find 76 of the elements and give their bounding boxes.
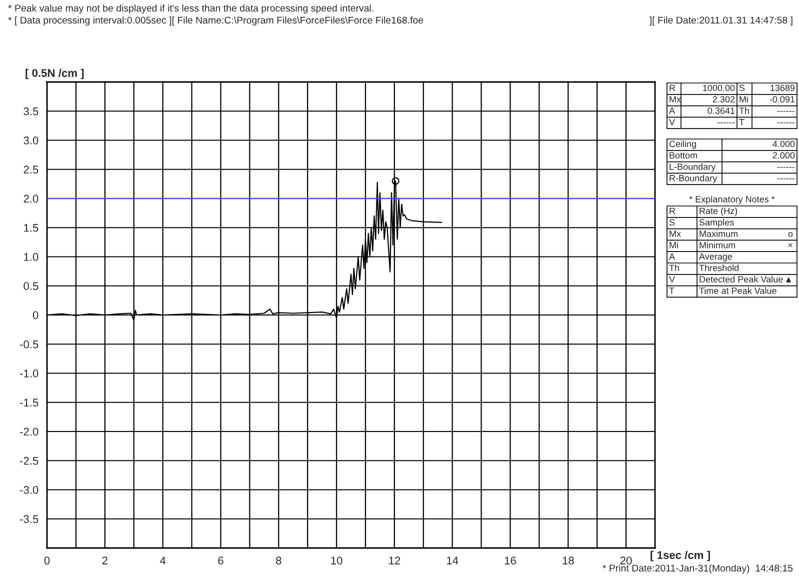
y-tick-label: -3.5 xyxy=(20,515,38,524)
x-tick-label: 4 xyxy=(160,556,166,564)
y-tick-label: 1.5 xyxy=(24,224,38,232)
text: ------ xyxy=(777,178,795,180)
x-tick-label: 0 xyxy=(44,556,50,564)
text: * Print Date:2011-Jan-31(Monday) 14:48:15 xyxy=(602,564,793,574)
text: Th xyxy=(669,264,679,272)
text: Th xyxy=(739,107,749,114)
x-tick-label: 8 xyxy=(276,556,282,564)
text: S xyxy=(669,219,675,226)
text: 13689 xyxy=(770,84,795,92)
text: Minimum xyxy=(700,242,736,248)
x-tick-label: 14 xyxy=(447,556,458,564)
x-tick-label: 16 xyxy=(504,556,516,564)
y-tick-label: 0 xyxy=(32,311,38,320)
x-tick-label: 2 xyxy=(102,556,108,564)
y-tick-label: 2.5 xyxy=(24,166,38,174)
text: Mi xyxy=(670,242,678,248)
text: * [ Data processing interval:0.005sec ][ File Name:C:\Program Files\ForceFiles\Force File168.foe xyxy=(8,16,424,26)
text: Samples xyxy=(699,218,734,228)
text: 2.000 xyxy=(772,152,795,159)
y-tick-label: 0.5 xyxy=(24,282,38,290)
text: * Peak value may not be displayed if it's less than the data processing speed interval. xyxy=(8,4,374,14)
x-tick-label: 12 xyxy=(389,556,400,564)
text: Time at Peak Value xyxy=(699,287,776,294)
x-tick-label: 20 xyxy=(620,556,632,564)
x-tick-label: 18 xyxy=(562,556,574,564)
text: V xyxy=(669,276,675,282)
text: R xyxy=(670,208,676,214)
y-axis-title: [ 0.5N /cm ] xyxy=(26,68,84,80)
x-tick-label: 6 xyxy=(218,556,224,564)
text: Threshold xyxy=(699,264,739,272)
y-tick-label: 3.0 xyxy=(24,136,38,144)
text: 4.000 xyxy=(772,140,795,148)
text: L-Boundary xyxy=(670,163,716,172)
text: * Explanatory Notes * xyxy=(689,196,775,204)
text: A xyxy=(669,253,676,260)
text: Maximum xyxy=(700,230,738,237)
text: ▲ xyxy=(786,277,792,282)
text: 1000.00 xyxy=(703,84,735,92)
text: Average xyxy=(699,253,732,262)
text: × xyxy=(788,243,792,248)
text: 0.3641 xyxy=(708,108,735,114)
text: ------ xyxy=(777,167,795,168)
text: ][ File Date:2011.01.31 14:47:58 ] xyxy=(649,16,792,26)
text: S xyxy=(739,84,745,92)
y-tick-label: 2.0 xyxy=(24,194,38,203)
x-axis-title: [ 1sec /cm ] xyxy=(650,550,710,562)
y-tick-label: -0.5 xyxy=(20,340,38,348)
text: Bottom xyxy=(670,152,698,159)
text: A xyxy=(669,108,676,114)
y-tick-label: -1.0 xyxy=(20,370,38,378)
text: V xyxy=(669,119,675,126)
text: Mx xyxy=(670,96,681,102)
text: 2.302 xyxy=(712,96,735,103)
y-tick-label: -1.5 xyxy=(20,398,38,407)
x-tick-label: 10 xyxy=(331,556,342,564)
y-tick-label: 1.0 xyxy=(24,253,38,261)
text: Mi xyxy=(740,96,748,102)
text: ------ xyxy=(777,111,795,112)
text: Detected Peak Value xyxy=(700,276,783,283)
text: T xyxy=(669,288,674,294)
y-tick-label: -3.0 xyxy=(20,486,38,494)
y-tick-label: -2.5 xyxy=(20,456,38,465)
text: Mx xyxy=(670,230,681,237)
text: R xyxy=(670,84,676,92)
text: o xyxy=(788,232,793,237)
text: R-Boundary xyxy=(670,174,718,184)
text: Rate (Hz) xyxy=(700,207,738,216)
y-tick-label: -2.0 xyxy=(20,428,38,436)
text: Ceiling xyxy=(669,140,696,149)
text: T xyxy=(739,119,744,126)
text: ------ xyxy=(777,122,795,124)
y-tick-label: 3.5 xyxy=(24,107,38,116)
text: ------ xyxy=(717,122,735,124)
text: -0.091 xyxy=(770,96,795,103)
